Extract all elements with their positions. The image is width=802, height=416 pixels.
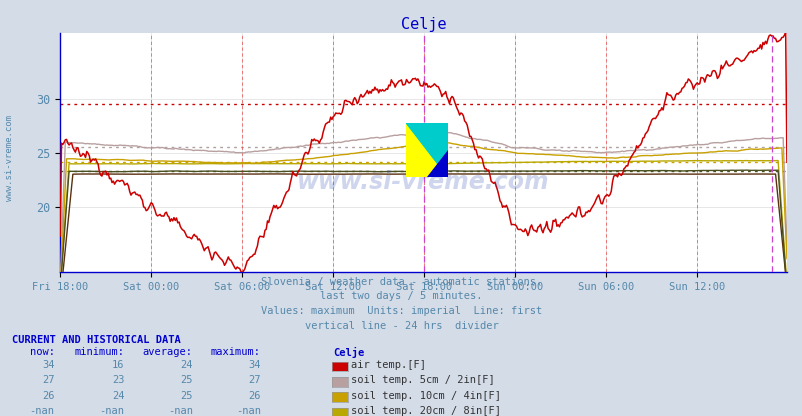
Text: soil temp. 20cm / 8in[F]: soil temp. 20cm / 8in[F] <box>350 406 500 416</box>
Text: now:: now: <box>30 347 55 357</box>
Text: -nan: -nan <box>168 406 192 416</box>
Text: average:: average: <box>143 347 192 357</box>
Text: 23: 23 <box>111 375 124 385</box>
Text: 34: 34 <box>42 360 55 370</box>
Text: Slovenia / weather data - automatic stations.
last two days / 5 minutes.
Values:: Slovenia / weather data - automatic stat… <box>261 277 541 331</box>
Title: Celje: Celje <box>400 17 446 32</box>
Text: soil temp. 5cm / 2in[F]: soil temp. 5cm / 2in[F] <box>350 375 494 385</box>
Text: -nan: -nan <box>99 406 124 416</box>
Text: -nan: -nan <box>30 406 55 416</box>
Text: maximum:: maximum: <box>211 347 261 357</box>
Text: 25: 25 <box>180 391 192 401</box>
Text: 34: 34 <box>248 360 261 370</box>
Text: www.si-vreme.com: www.si-vreme.com <box>297 170 549 193</box>
Text: 27: 27 <box>42 375 55 385</box>
Text: soil temp. 10cm / 4in[F]: soil temp. 10cm / 4in[F] <box>350 391 500 401</box>
Text: CURRENT AND HISTORICAL DATA: CURRENT AND HISTORICAL DATA <box>12 335 180 345</box>
Text: 25: 25 <box>180 375 192 385</box>
Text: www.si-vreme.com: www.si-vreme.com <box>5 115 14 201</box>
Text: 24: 24 <box>111 391 124 401</box>
Polygon shape <box>405 123 447 177</box>
Text: 27: 27 <box>248 375 261 385</box>
Text: minimum:: minimum: <box>75 347 124 357</box>
Text: air temp.[F]: air temp.[F] <box>350 360 425 370</box>
Text: 16: 16 <box>111 360 124 370</box>
Text: 24: 24 <box>180 360 192 370</box>
Polygon shape <box>426 150 447 177</box>
Text: Celje: Celje <box>333 347 364 359</box>
Text: 26: 26 <box>248 391 261 401</box>
Polygon shape <box>405 123 447 177</box>
Text: 26: 26 <box>42 391 55 401</box>
Text: -nan: -nan <box>236 406 261 416</box>
